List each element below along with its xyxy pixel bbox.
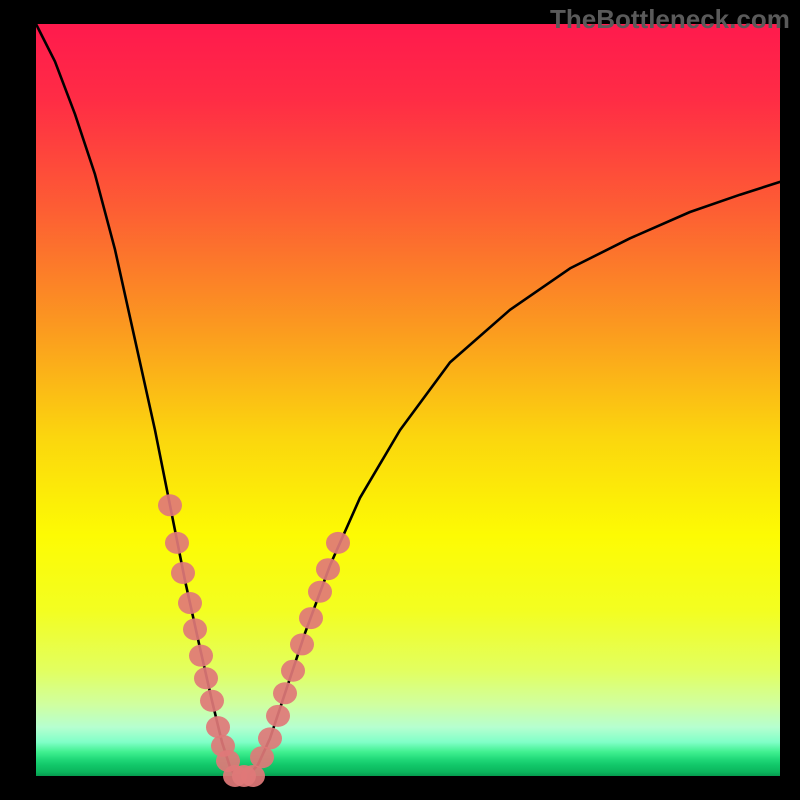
curve-marker — [273, 682, 297, 704]
watermark: TheBottleneck.com — [550, 4, 790, 35]
curve-marker — [194, 667, 218, 689]
curve-marker — [266, 705, 290, 727]
curve-marker — [299, 607, 323, 629]
curve-marker — [258, 727, 282, 749]
curve-marker — [189, 645, 213, 667]
curve-marker — [326, 532, 350, 554]
curve-marker — [316, 558, 340, 580]
curve-marker — [206, 716, 230, 738]
curve-marker — [165, 532, 189, 554]
chart-svg — [0, 0, 800, 800]
chart-root: TheBottleneck.com — [0, 0, 800, 800]
curve-marker — [290, 633, 314, 655]
curve-marker — [281, 660, 305, 682]
curve-marker — [171, 562, 195, 584]
curve-marker — [183, 618, 207, 640]
curve-marker — [200, 690, 224, 712]
curve-marker — [178, 592, 202, 614]
curve-marker — [250, 746, 274, 768]
curve-marker — [241, 765, 265, 787]
curve-marker — [308, 581, 332, 603]
curve-marker — [158, 494, 182, 516]
